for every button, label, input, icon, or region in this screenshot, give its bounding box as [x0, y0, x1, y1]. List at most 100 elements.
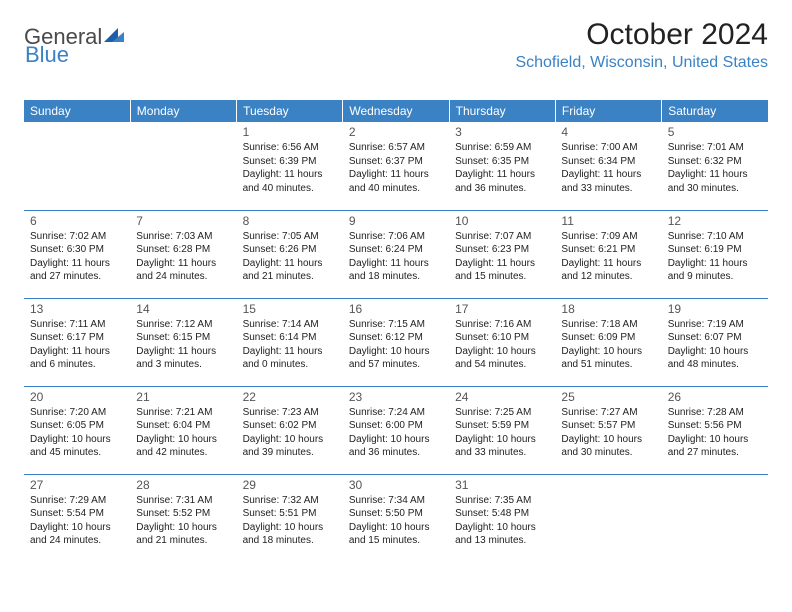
day-number: 10: [455, 214, 549, 228]
calendar-day-cell: 10 Sunrise: 7:07 AMSunset: 6:23 PMDayligh…: [449, 210, 555, 298]
day-number: 14: [136, 302, 230, 316]
day-number: 3: [455, 125, 549, 139]
sunrise-line: Sunrise: 7:16 AM: [455, 318, 549, 332]
day-number: 19: [668, 302, 762, 316]
day-number: 20: [30, 390, 124, 404]
sunrise-line: Sunrise: 7:35 AM: [455, 494, 549, 508]
sunset-line: Sunset: 5:52 PM: [136, 507, 230, 521]
sunset-line: Sunset: 6:24 PM: [349, 243, 443, 257]
sunset-line: Sunset: 6:37 PM: [349, 155, 443, 169]
sunrise-line: Sunrise: 7:01 AM: [668, 141, 762, 155]
daylight-line: Daylight: 11 hours and 24 minutes.: [136, 257, 230, 284]
calendar-week-row: 20Sunrise: 7:20 AMSunset: 6:05 PMDayligh…: [24, 386, 768, 474]
daylight-line: Daylight: 10 hours and 45 minutes.: [30, 433, 124, 460]
day-header: Monday: [130, 100, 236, 122]
calendar-table: SundayMondayTuesdayWednesdayThursdayFrid…: [24, 100, 768, 562]
daylight-line: Daylight: 11 hours and 12 minutes.: [561, 257, 655, 284]
sunset-line: Sunset: 6:15 PM: [136, 331, 230, 345]
calendar-day-cell: 21Sunrise: 7:21 AMSunset: 6:04 PMDayligh…: [130, 386, 236, 474]
calendar-day-cell: 4Sunrise: 7:00 AMSunset: 6:34 PMDaylight…: [555, 122, 661, 210]
calendar-day-cell: 1Sunrise: 6:56 AMSunset: 6:39 PMDaylight…: [237, 122, 343, 210]
calendar-day-cell: 16Sunrise: 7:15 AMSunset: 6:12 PMDayligh…: [343, 298, 449, 386]
sunset-line: Sunset: 6:02 PM: [243, 419, 337, 433]
calendar-day-cell: 11Sunrise: 7:09 AMSunset: 6:21 PMDayligh…: [555, 210, 661, 298]
calendar-day-cell: 3Sunrise: 6:59 AMSunset: 6:35 PMDaylight…: [449, 122, 555, 210]
calendar-day-cell: 27Sunrise: 7:29 AMSunset: 5:54 PMDayligh…: [24, 474, 130, 562]
day-number: 15: [243, 302, 337, 316]
calendar-day-cell: 12Sunrise: 7:10 AMSunset: 6:19 PMDayligh…: [662, 210, 768, 298]
sunset-line: Sunset: 5:51 PM: [243, 507, 337, 521]
calendar-day-cell: 29Sunrise: 7:32 AMSunset: 5:51 PMDayligh…: [237, 474, 343, 562]
daylight-line: Daylight: 11 hours and 36 minutes.: [455, 168, 549, 195]
logo-mark-icon: [104, 26, 124, 49]
sunset-line: Sunset: 6:05 PM: [30, 419, 124, 433]
day-number: 22: [243, 390, 337, 404]
sunrise-line: Sunrise: 7:00 AM: [561, 141, 655, 155]
calendar-day-cell: 5Sunrise: 7:01 AMSunset: 6:32 PMDaylight…: [662, 122, 768, 210]
calendar-day-cell: 14Sunrise: 7:12 AMSunset: 6:15 PMDayligh…: [130, 298, 236, 386]
day-header: Saturday: [662, 100, 768, 122]
sunset-line: Sunset: 6:34 PM: [561, 155, 655, 169]
sunrise-line: Sunrise: 7:23 AM: [243, 406, 337, 420]
day-number: 4: [561, 125, 655, 139]
sunset-line: Sunset: 6:07 PM: [668, 331, 762, 345]
sunrise-line: Sunrise: 7:31 AM: [136, 494, 230, 508]
sunrise-line: Sunrise: 7:14 AM: [243, 318, 337, 332]
day-number: 29: [243, 478, 337, 492]
sunset-line: Sunset: 6:21 PM: [561, 243, 655, 257]
daylight-line: Daylight: 10 hours and 39 minutes.: [243, 433, 337, 460]
sunset-line: Sunset: 5:50 PM: [349, 507, 443, 521]
sunrise-line: Sunrise: 6:57 AM: [349, 141, 443, 155]
sunrise-line: Sunrise: 7:25 AM: [455, 406, 549, 420]
sunrise-line: Sunrise: 7:03 AM: [136, 230, 230, 244]
daylight-line: Daylight: 11 hours and 40 minutes.: [349, 168, 443, 195]
calendar-day-cell: 17Sunrise: 7:16 AMSunset: 6:10 PMDayligh…: [449, 298, 555, 386]
sunrise-line: Sunrise: 7:24 AM: [349, 406, 443, 420]
daylight-line: Daylight: 11 hours and 40 minutes.: [243, 168, 337, 195]
daylight-line: Daylight: 11 hours and 9 minutes.: [668, 257, 762, 284]
sunrise-line: Sunrise: 7:20 AM: [30, 406, 124, 420]
sunrise-line: Sunrise: 7:05 AM: [243, 230, 337, 244]
sunrise-line: Sunrise: 7:07 AM: [455, 230, 549, 244]
daylight-line: Daylight: 11 hours and 18 minutes.: [349, 257, 443, 284]
daylight-line: Daylight: 10 hours and 33 minutes.: [455, 433, 549, 460]
sunset-line: Sunset: 6:23 PM: [455, 243, 549, 257]
day-header: Wednesday: [343, 100, 449, 122]
sunset-line: Sunset: 6:04 PM: [136, 419, 230, 433]
sunrise-line: Sunrise: 7:10 AM: [668, 230, 762, 244]
daylight-line: Daylight: 10 hours and 27 minutes.: [668, 433, 762, 460]
calendar-day-cell: 2 Sunrise: 6:57 AMSunset: 6:37 PMDaylight…: [343, 122, 449, 210]
daylight-line: Daylight: 10 hours and 48 minutes.: [668, 345, 762, 372]
calendar-week-row: 27Sunrise: 7:29 AMSunset: 5:54 PMDayligh…: [24, 474, 768, 562]
sunset-line: Sunset: 5:59 PM: [455, 419, 549, 433]
sunset-line: Sunset: 6:00 PM: [349, 419, 443, 433]
title-block: October 2024 Schofield, Wisconsin, Unite…: [515, 18, 768, 72]
daylight-line: Daylight: 10 hours and 21 minutes.: [136, 521, 230, 548]
day-number: 25: [561, 390, 655, 404]
sunset-line: Sunset: 6:39 PM: [243, 155, 337, 169]
day-header: Thursday: [449, 100, 555, 122]
day-number: 9: [349, 214, 443, 228]
sunset-line: Sunset: 6:12 PM: [349, 331, 443, 345]
calendar-day-cell: 31Sunrise: 7:35 AMSunset: 5:48 PMDayligh…: [449, 474, 555, 562]
day-number: 26: [668, 390, 762, 404]
daylight-line: Daylight: 10 hours and 18 minutes.: [243, 521, 337, 548]
daylight-line: Daylight: 11 hours and 15 minutes.: [455, 257, 549, 284]
day-number: 27: [30, 478, 124, 492]
header: General October 2024 Schofield, Wisconsi…: [24, 18, 768, 72]
day-number: 21: [136, 390, 230, 404]
day-number: 8: [243, 214, 337, 228]
day-number: 6: [30, 214, 124, 228]
sunset-line: Sunset: 6:35 PM: [455, 155, 549, 169]
day-number: 12: [668, 214, 762, 228]
day-number: 31: [455, 478, 549, 492]
calendar-day-cell: 15Sunrise: 7:14 AMSunset: 6:14 PMDayligh…: [237, 298, 343, 386]
sunrise-line: Sunrise: 7:19 AM: [668, 318, 762, 332]
day-number: 2: [349, 125, 443, 139]
daylight-line: Daylight: 10 hours and 42 minutes.: [136, 433, 230, 460]
calendar-week-row: 13Sunrise: 7:11 AMSunset: 6:17 PMDayligh…: [24, 298, 768, 386]
calendar-week-row: 6Sunrise: 7:02 AMSunset: 6:30 PMDaylight…: [24, 210, 768, 298]
sunset-line: Sunset: 6:14 PM: [243, 331, 337, 345]
daylight-line: Daylight: 11 hours and 6 minutes.: [30, 345, 124, 372]
day-number: 17: [455, 302, 549, 316]
